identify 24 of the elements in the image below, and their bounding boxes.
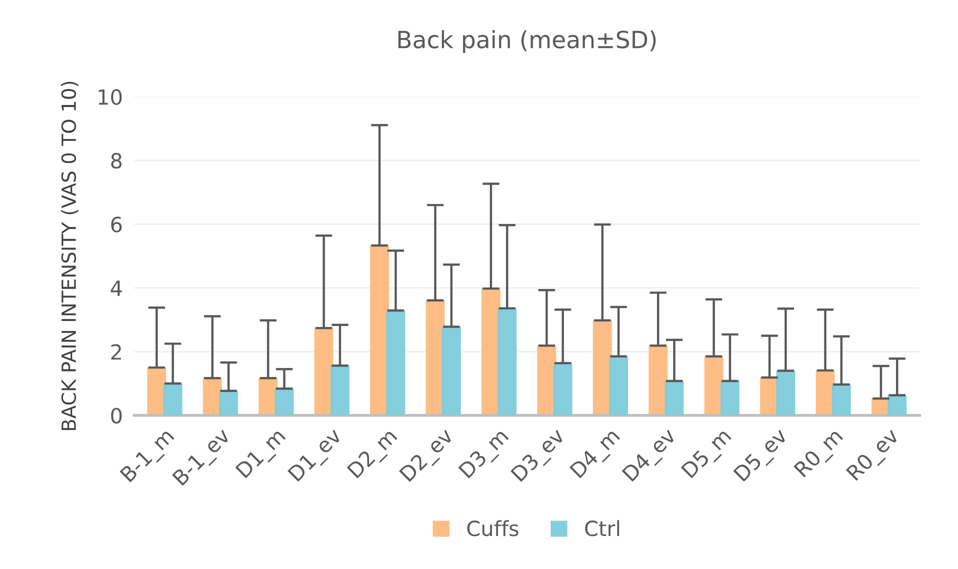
bar — [609, 356, 628, 416]
bar — [553, 363, 572, 416]
y-tick-label: 2 — [111, 344, 121, 360]
bar — [330, 366, 350, 416]
bar — [386, 310, 406, 416]
bar — [219, 390, 238, 416]
y-tick-label: 10 — [98, 89, 122, 105]
bar — [776, 370, 796, 416]
bar — [442, 326, 461, 416]
y-tick-label: 4 — [110, 280, 122, 296]
bar — [274, 388, 294, 416]
bar — [832, 384, 851, 416]
bar — [648, 346, 668, 416]
legend-label: Ctrl — [585, 520, 620, 536]
legend-label: Cuffs — [467, 520, 518, 536]
bar — [720, 380, 740, 416]
y-tick-label: 8 — [111, 152, 122, 169]
bar — [163, 384, 182, 416]
bar — [498, 308, 517, 416]
chart-title: Back pain (mean±SD) — [398, 30, 656, 54]
y-axis-title: BACK PAIN INTENSITY (VAS 0 TO 10) — [61, 82, 78, 430]
y-tick-label: 0 — [111, 408, 122, 424]
y-tick-label: 6 — [111, 216, 122, 232]
bar — [664, 380, 684, 416]
